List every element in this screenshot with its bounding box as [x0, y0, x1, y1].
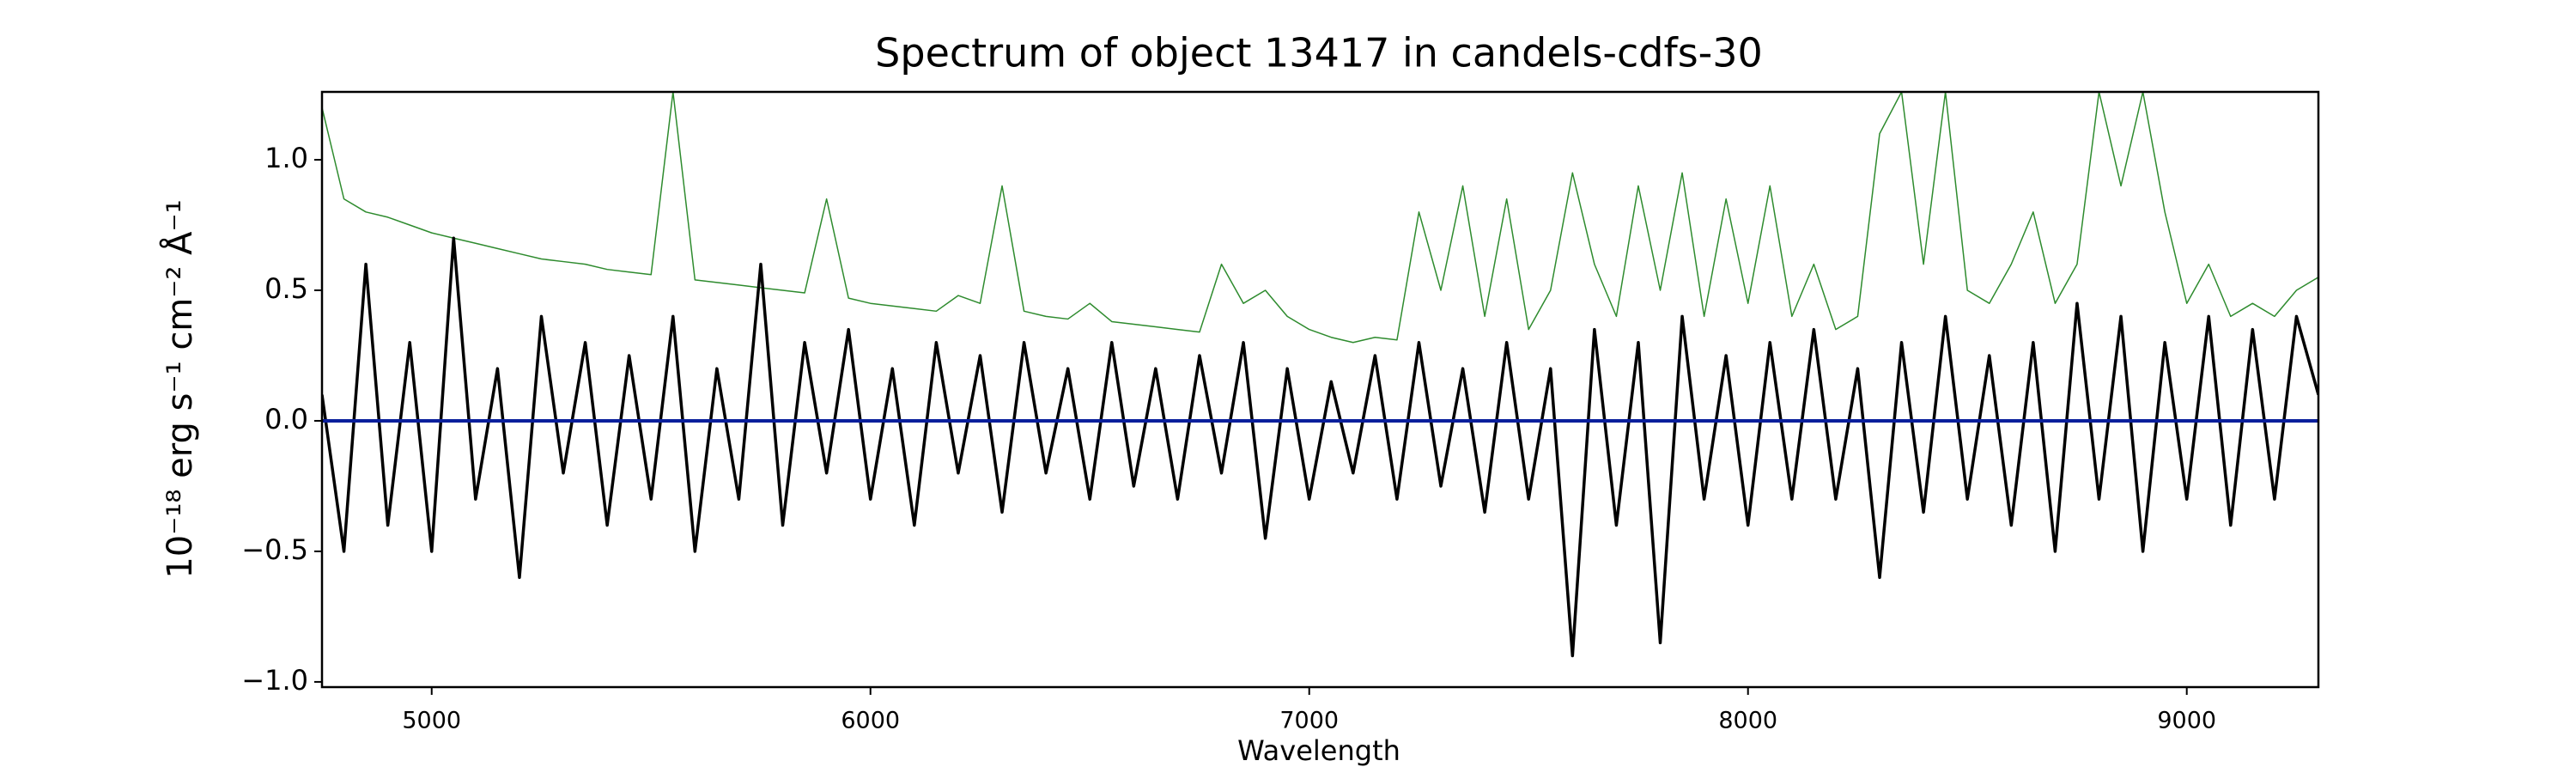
plot-frame [320, 90, 2320, 689]
x-tick-label: 6000 [841, 708, 900, 734]
x-tick-label: 7000 [1279, 708, 1339, 734]
x-tick-label: 5000 [402, 708, 461, 734]
y-axis-label: 10⁻¹⁸ erg s⁻¹ cm⁻² Å⁻¹ [159, 199, 200, 578]
y-tick-label: 0.0 [264, 403, 308, 435]
y-tick-label: 1.0 [264, 142, 308, 174]
y-tick-label: −0.5 [241, 533, 308, 566]
y-tick-label: −1.0 [241, 664, 308, 697]
series-line [322, 92, 2318, 344]
x-tick-label: 8000 [1718, 708, 1777, 734]
x-tick-label: 9000 [2157, 708, 2216, 734]
chart-title: Spectrum of object 13417 in candels-cdfs… [875, 30, 1763, 76]
plot-area [322, 92, 2318, 658]
series-line [322, 236, 2318, 658]
y-tick-label: 0.5 [264, 272, 308, 305]
x-axis-label: Wavelength [1237, 734, 1400, 767]
